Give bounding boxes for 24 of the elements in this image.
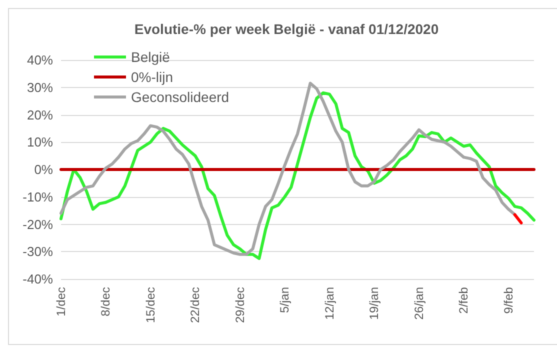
- x-tick-label: 1/dec: [54, 287, 68, 316]
- y-tick-label: 40%: [26, 52, 54, 68]
- y-tick-label: 20%: [26, 107, 54, 122]
- y-tick-label: 0%: [34, 162, 54, 177]
- x-tick-label: 29/dec: [232, 287, 247, 324]
- chart-title: Evolutie-% per week België - vanaf 01/12/2020: [134, 21, 439, 37]
- x-tick-label: 2/feb: [456, 286, 471, 314]
- x-tick-label: 26/jan: [412, 287, 426, 320]
- x-tick-label: 8/dec: [98, 287, 113, 316]
- x-tick-label: 9/feb: [501, 286, 516, 314]
- y-tick-label: -20%: [22, 216, 54, 232]
- x-tick-label: 22/dec: [188, 287, 202, 324]
- x-tick-label: 12/jan: [322, 287, 336, 320]
- y-tick-label: -30%: [22, 244, 54, 260]
- x-tick-label: 19/jan: [367, 287, 382, 320]
- y-tick-label: -10%: [22, 189, 54, 204]
- y-tick-label: 30%: [26, 80, 54, 95]
- y-tick-label: 10%: [26, 134, 54, 150]
- legend-label: België: [131, 49, 170, 65]
- x-tick-label: 15/dec: [143, 287, 158, 324]
- legend-label: Geconsolideerd: [131, 89, 230, 105]
- x-tick-label: 5/jan: [278, 287, 292, 314]
- y-tick-label: -40%: [22, 272, 54, 286]
- legend-label: 0%-lijn: [131, 69, 174, 85]
